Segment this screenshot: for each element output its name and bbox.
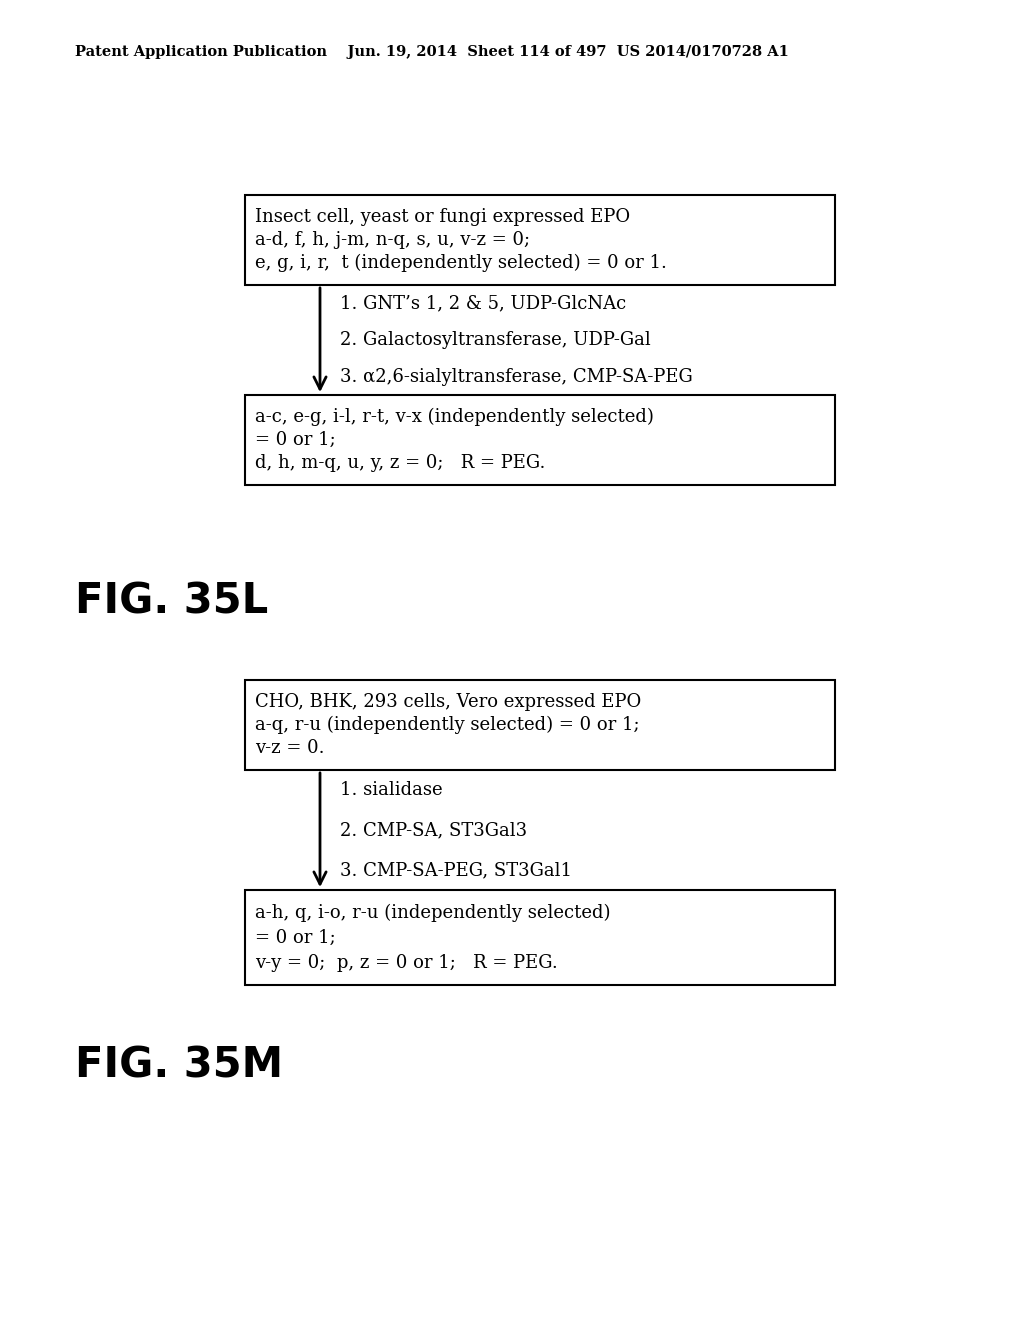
Text: a-h, q, i-o, r-u (independently selected): a-h, q, i-o, r-u (independently selected…	[255, 903, 610, 921]
Text: e, g, i, r,  t (independently selected) = 0 or 1.: e, g, i, r, t (independently selected) =…	[255, 255, 667, 272]
Text: v-y = 0;  p, z = 0 or 1;   R = PEG.: v-y = 0; p, z = 0 or 1; R = PEG.	[255, 953, 558, 972]
Text: Insect cell, yeast or fungi expressed EPO: Insect cell, yeast or fungi expressed EP…	[255, 207, 630, 226]
Text: 1. sialidase: 1. sialidase	[340, 781, 442, 799]
Text: = 0 or 1;: = 0 or 1;	[255, 432, 336, 449]
Text: Patent Application Publication    Jun. 19, 2014  Sheet 114 of 497  US 2014/01707: Patent Application Publication Jun. 19, …	[75, 45, 788, 59]
Text: 2. Galactosyltransferase, UDP-Gal: 2. Galactosyltransferase, UDP-Gal	[340, 331, 650, 348]
Text: a-c, e-g, i-l, r-t, v-x (independently selected): a-c, e-g, i-l, r-t, v-x (independently s…	[255, 408, 654, 426]
Text: FIG. 35L: FIG. 35L	[75, 579, 268, 622]
Bar	[245, 395, 835, 484]
Text: d, h, m-q, u, y, z = 0;   R = PEG.: d, h, m-q, u, y, z = 0; R = PEG.	[255, 454, 546, 473]
Text: a-d, f, h, j-m, n-q, s, u, v-z = 0;: a-d, f, h, j-m, n-q, s, u, v-z = 0;	[255, 231, 530, 249]
Text: 3. CMP-SA-PEG, ST3Gal1: 3. CMP-SA-PEG, ST3Gal1	[340, 861, 572, 879]
Text: a-q, r-u (independently selected) = 0 or 1;: a-q, r-u (independently selected) = 0 or…	[255, 715, 640, 734]
Text: FIG. 35M: FIG. 35M	[75, 1045, 283, 1086]
Text: 1. GNT’s 1, 2 & 5, UDP-GlcNAc: 1. GNT’s 1, 2 & 5, UDP-GlcNAc	[340, 294, 627, 313]
Text: 3. α2,6-sialyltransferase, CMP-SA-PEG: 3. α2,6-sialyltransferase, CMP-SA-PEG	[340, 368, 693, 385]
Text: v-z = 0.: v-z = 0.	[255, 739, 325, 758]
Bar	[245, 890, 835, 985]
Bar	[245, 680, 835, 770]
Text: CHO, BHK, 293 cells, Vero expressed EPO: CHO, BHK, 293 cells, Vero expressed EPO	[255, 693, 641, 710]
Bar	[245, 195, 835, 285]
Text: 2. CMP-SA, ST3Gal3: 2. CMP-SA, ST3Gal3	[340, 821, 527, 840]
Text: = 0 or 1;: = 0 or 1;	[255, 928, 336, 946]
